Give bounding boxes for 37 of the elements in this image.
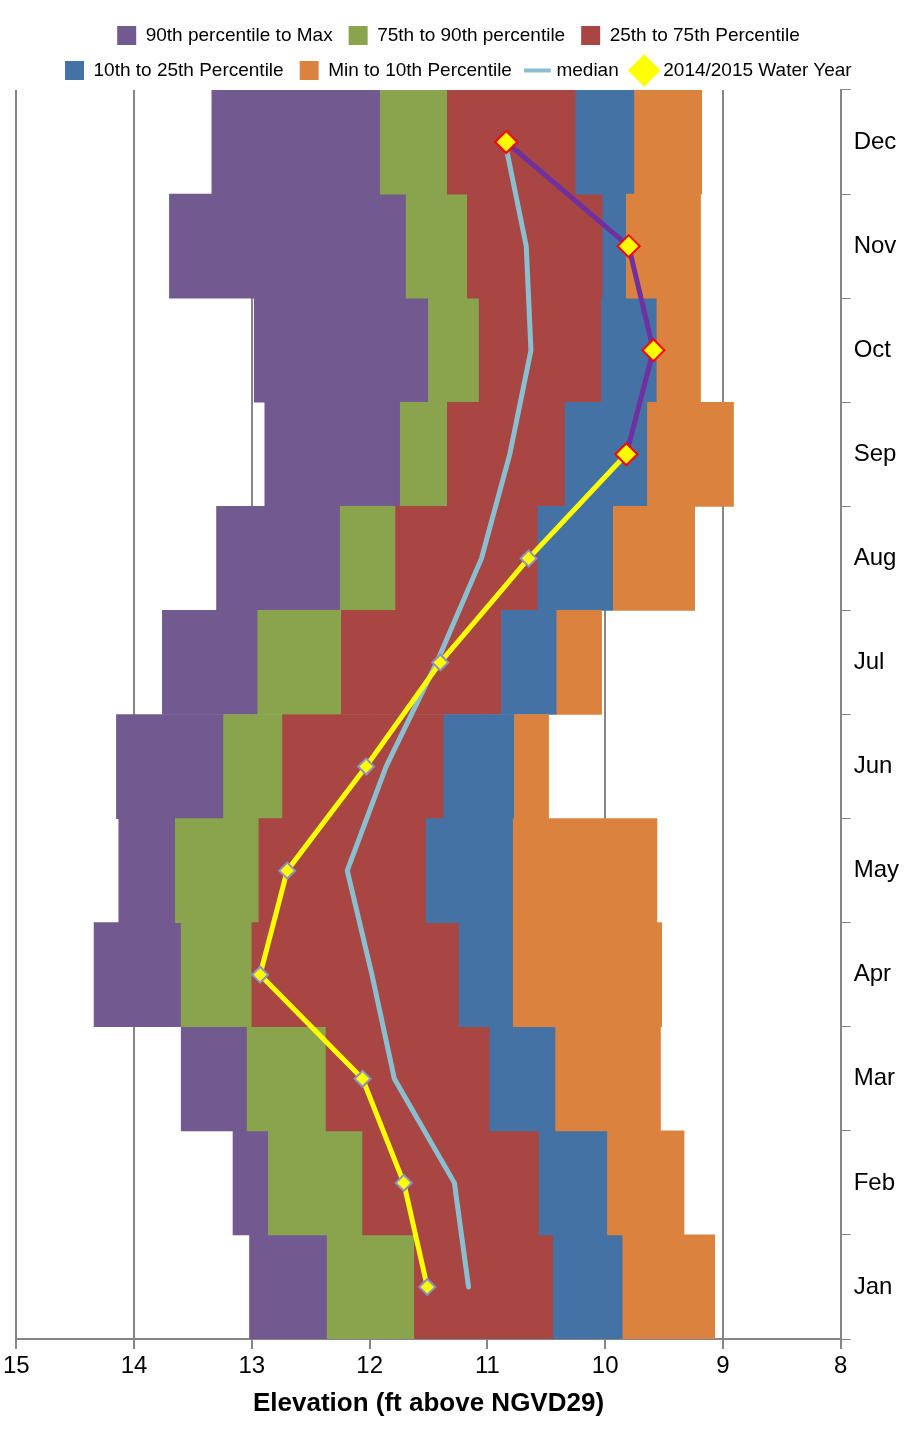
legend-label: 10th to 25th Percentile: [93, 58, 284, 80]
legend-label: median: [556, 58, 619, 80]
x-tick-label: 15: [3, 1351, 30, 1379]
x-tick-label: 12: [356, 1351, 383, 1379]
y-tick-label: Nov: [853, 230, 897, 258]
y-tick-label: Aug: [853, 543, 897, 570]
x-tick-label: 13: [238, 1351, 266, 1379]
y-tick-label: May: [853, 855, 899, 883]
point: [353, 1069, 372, 1088]
y-tick-label: Apr: [853, 959, 892, 987]
legend-label: 25th to 75th Percentile: [609, 23, 800, 45]
y-tick-label: Jan: [853, 1271, 893, 1299]
x-tick-label: 8: [833, 1351, 848, 1379]
legend-label: 2014/2015 Water Year: [663, 58, 853, 80]
point: [418, 1277, 437, 1296]
y-tick-label: Sep: [853, 438, 897, 466]
legend-label: 75th to 90th percentile: [377, 23, 566, 45]
x-tick-label: 9: [716, 1351, 730, 1379]
y-tick-label: Jun: [853, 751, 893, 779]
point: [394, 1173, 413, 1192]
x-tick-label: 10: [591, 1351, 619, 1379]
y-tick-label: Feb: [853, 1167, 896, 1195]
bar: [556, 610, 602, 715]
y-tick-label: Oct: [853, 334, 892, 362]
point: [251, 965, 270, 984]
x-tick-label: 11: [474, 1351, 500, 1379]
point: [431, 653, 450, 672]
legend-label: 90th percentile to Max: [145, 23, 334, 45]
y-tick-label: Jul: [853, 647, 885, 675]
y-tick-label: Dec: [853, 126, 897, 154]
point: [278, 861, 297, 880]
y-tick-label: Mar: [853, 1063, 895, 1091]
legend-label: Min to 10th Percentile: [328, 58, 512, 80]
point: [519, 549, 538, 568]
point: [357, 757, 376, 776]
x-tick-label: 14: [120, 1351, 148, 1379]
x-axis-title: Elevation (ft above NGVD29): [252, 1386, 605, 1417]
